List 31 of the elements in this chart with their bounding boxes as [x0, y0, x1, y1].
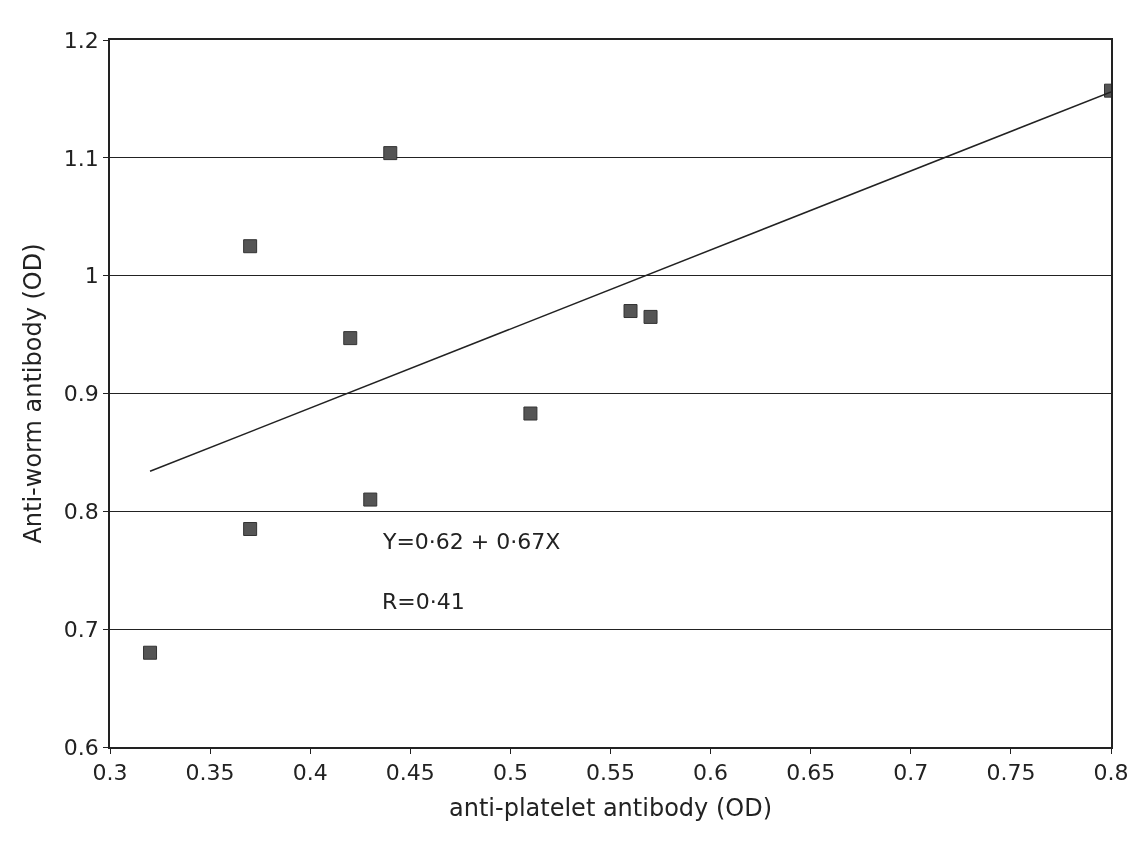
x-tick-label: 0.55: [586, 760, 635, 786]
x-tick-label: 0.4: [292, 760, 328, 786]
x-tick-label: 0.35: [185, 760, 235, 786]
x-tick-label: 0.75: [986, 760, 1036, 786]
point: [383, 146, 398, 161]
x-tick-label: 0.6: [693, 760, 729, 786]
point: [243, 239, 258, 254]
point: [343, 331, 358, 346]
y-axis-title: Anti-worm antibody (OD): [19, 243, 48, 544]
x-tick-label: 0.45: [385, 760, 435, 786]
point: [243, 522, 258, 537]
x-tick-label: 0.8: [1093, 760, 1129, 786]
y-tick-label: 1: [84, 263, 99, 289]
annotation: R=0·41: [382, 589, 465, 614]
y-tick-label: 0.7: [63, 616, 99, 642]
point: [143, 645, 158, 660]
point: [643, 309, 658, 324]
x-tick-label: 0.3: [92, 760, 128, 786]
x-axis-title: anti-platelet antibody (OD): [449, 793, 772, 822]
point: [363, 492, 378, 507]
point: [523, 406, 538, 421]
x-tick-label: 0.7: [893, 760, 929, 786]
y-tick-label: 1.2: [63, 27, 99, 53]
y-tick-label: 0.8: [63, 499, 99, 525]
y-tick-label: 1.1: [63, 145, 99, 171]
x-tick-label: 0.65: [786, 760, 836, 786]
annotation: Y=0·62 + 0·67X: [382, 529, 561, 554]
y-tick-label: 0.9: [63, 381, 99, 407]
x-tick-label: 0.5: [492, 760, 528, 786]
y-tick-label: 0.6: [63, 734, 99, 760]
point: [623, 304, 638, 319]
